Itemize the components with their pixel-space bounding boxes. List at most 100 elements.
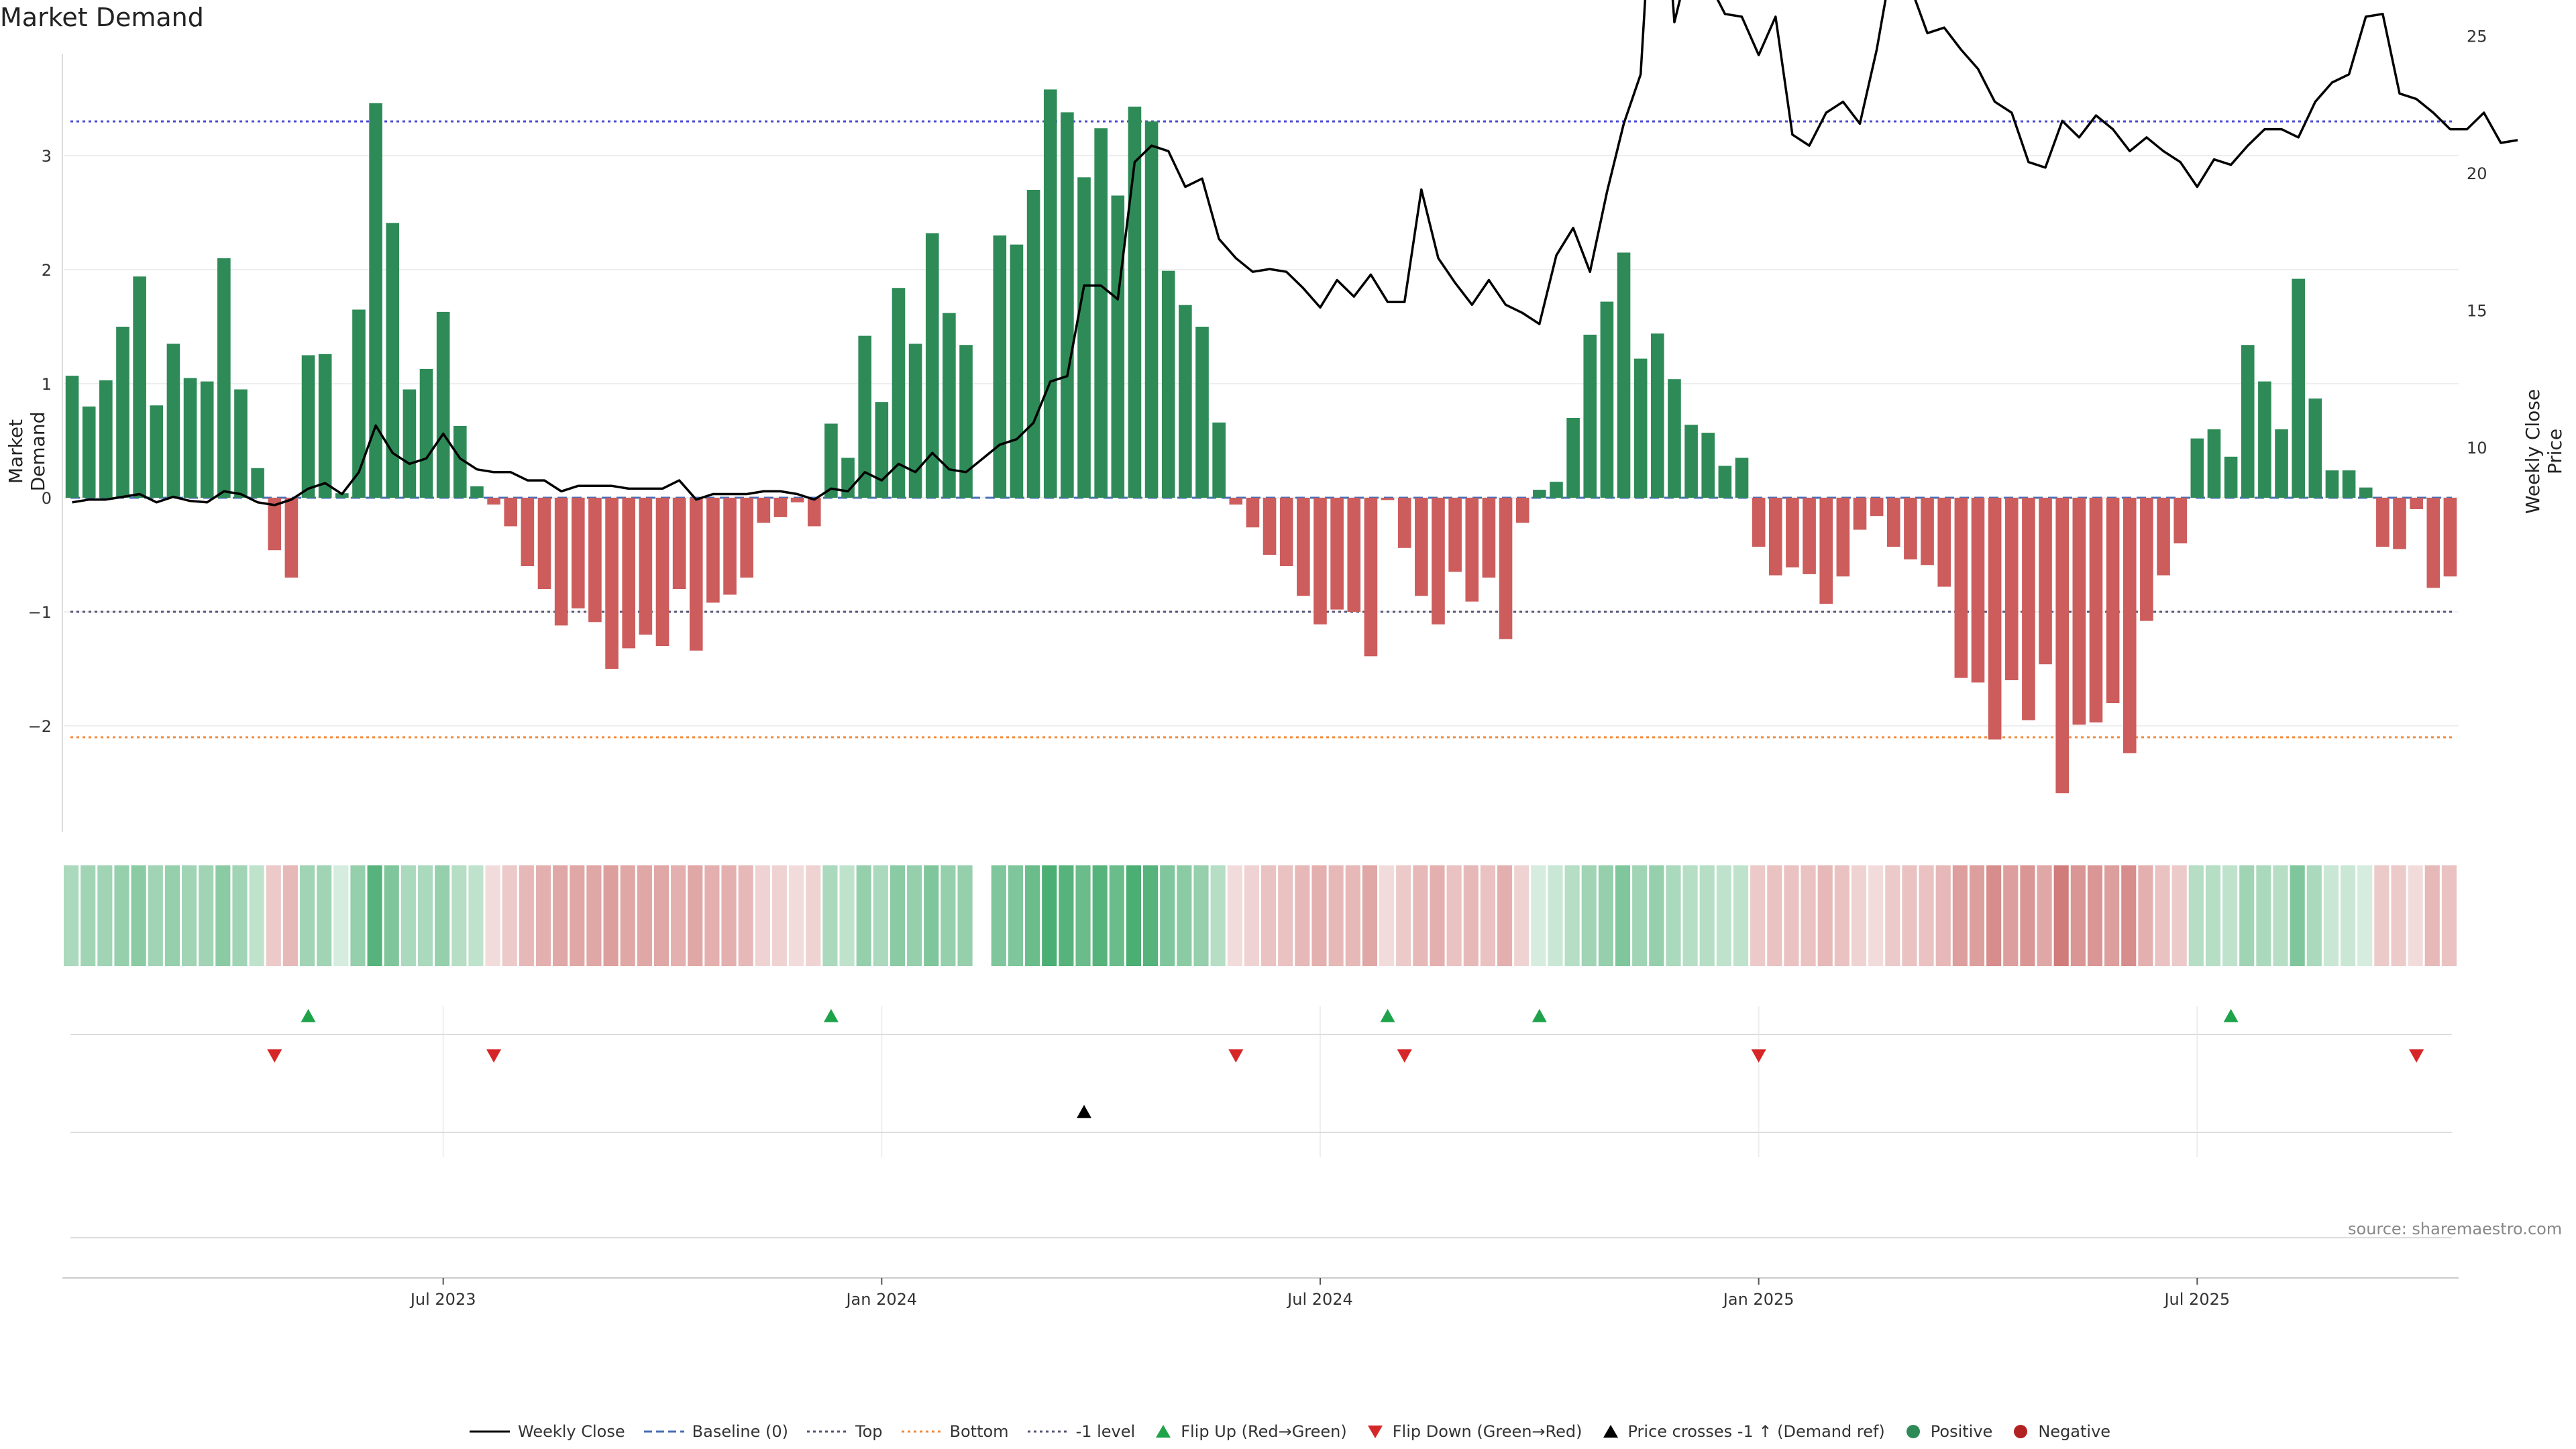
legend-label: Negative <box>2038 1422 2111 1441</box>
demand-bar <box>217 258 231 498</box>
shading-cell <box>1446 865 1462 966</box>
y-tick-label: −1 <box>28 603 52 622</box>
demand-bar <box>2072 498 2086 725</box>
shading-cell <box>1278 865 1293 966</box>
demand-bar <box>1043 89 1057 498</box>
shading-cell <box>535 865 551 966</box>
legend-symbol <box>2014 1425 2028 1438</box>
shading-cell <box>1143 865 1159 966</box>
shading-cell <box>114 865 129 966</box>
demand-bar <box>2157 498 2170 576</box>
shading-cell <box>637 865 652 966</box>
shading-cell <box>1750 865 1766 966</box>
demand-bar <box>487 498 500 505</box>
shading-cell <box>1598 865 1613 966</box>
demand-bar <box>1988 498 2002 740</box>
y2-tick-label: 10 <box>2467 439 2487 458</box>
shading-cell <box>215 865 231 966</box>
legend-symbol <box>1027 1430 1068 1433</box>
demand-bar <box>2376 498 2390 547</box>
demand-bar <box>234 389 248 498</box>
legend-label: Bottom <box>949 1422 1009 1441</box>
y-tick-label: 3 <box>42 147 52 166</box>
legend-symbol <box>807 1430 848 1433</box>
demand-bar <box>2342 470 2356 498</box>
shading-cell <box>1345 865 1360 966</box>
legend-label: Flip Down (Green→Red) <box>1392 1422 1582 1441</box>
demand-bar <box>790 498 804 502</box>
demand-bar <box>2004 498 2019 680</box>
legend-symbol <box>643 1430 684 1433</box>
legend-item: -1 level <box>1027 1422 1136 1441</box>
shading-cell <box>2441 865 2457 966</box>
y-tick-label: 1 <box>42 375 52 394</box>
shading-cell <box>941 865 956 966</box>
shading-cell <box>2391 865 2406 966</box>
shading-cell <box>671 865 686 966</box>
legend-label: -1 level <box>1075 1422 1136 1441</box>
demand-bar <box>65 376 79 498</box>
demand-bar <box>1566 418 1580 498</box>
demand-bar <box>1583 334 1597 498</box>
demand-bar <box>2106 498 2120 703</box>
shading-cell <box>1548 865 1563 966</box>
demand-bar <box>1870 498 1884 517</box>
demand-bar <box>1432 498 1445 625</box>
demand-bar <box>1600 301 1614 498</box>
shading-cell <box>721 865 737 966</box>
demand-bar <box>1128 106 1142 498</box>
shading-cell <box>64 865 79 966</box>
shading-cell <box>1126 865 1142 966</box>
shading-cell <box>1952 865 1968 966</box>
legend-symbol <box>1906 1425 1920 1438</box>
demand-bar <box>537 498 551 589</box>
shading-cell <box>2070 865 2086 966</box>
shading-cell <box>839 865 855 966</box>
shading-cell <box>603 865 619 966</box>
shading-cell <box>2323 865 2339 966</box>
demand-bar <box>757 498 771 523</box>
shading-cell <box>1564 865 1580 966</box>
demand-bar <box>2140 498 2153 621</box>
demand-bar <box>386 223 400 498</box>
demand-bar <box>2410 498 2423 509</box>
legend-item: Weekly Close <box>470 1422 625 1441</box>
shading-cell <box>2357 865 2373 966</box>
shading-cell <box>1581 865 1597 966</box>
legend-label: Price crosses -1 ↑ (Demand ref) <box>1627 1422 1885 1441</box>
shading-cell <box>2256 865 2271 966</box>
shading-cell <box>2020 865 2035 966</box>
legend-item: Flip Up (Red→Green) <box>1154 1422 1347 1441</box>
shading-cell <box>1480 865 1495 966</box>
shading-cell <box>570 865 585 966</box>
demand-bar <box>2207 429 2221 498</box>
legend-label: Flip Up (Red→Green) <box>1181 1422 1347 1441</box>
demand-bar <box>689 498 703 651</box>
legend-symbol <box>1156 1425 1171 1438</box>
demand-bar <box>723 498 737 595</box>
shading-cell <box>1649 865 1664 966</box>
shading-cell <box>771 865 788 966</box>
shading-cell <box>1935 865 1951 966</box>
demand-bar <box>655 498 669 646</box>
shading-cell <box>2341 865 2356 966</box>
demand-bar <box>1886 498 1900 547</box>
demand-bar <box>1381 498 1395 500</box>
demand-bar <box>1347 498 1361 612</box>
shading-cell <box>131 865 146 966</box>
x-tick-label: Jul 2024 <box>1286 1290 1353 1309</box>
demand-bar <box>335 493 349 498</box>
demand-bar <box>875 402 889 498</box>
shading-cell <box>1851 865 1867 966</box>
demand-bar <box>672 498 686 589</box>
demand-bar <box>1144 121 1159 498</box>
legend-item: Positive <box>1904 1422 1992 1441</box>
demand-bar <box>622 498 636 649</box>
shading-cell <box>1682 865 1698 966</box>
shading-cell <box>435 865 450 966</box>
shading-cell <box>2408 865 2423 966</box>
shading-cell <box>2104 865 2120 966</box>
demand-bar <box>588 498 602 623</box>
demand-bar <box>1010 244 1024 498</box>
flip-down-marker <box>1751 1049 1766 1063</box>
